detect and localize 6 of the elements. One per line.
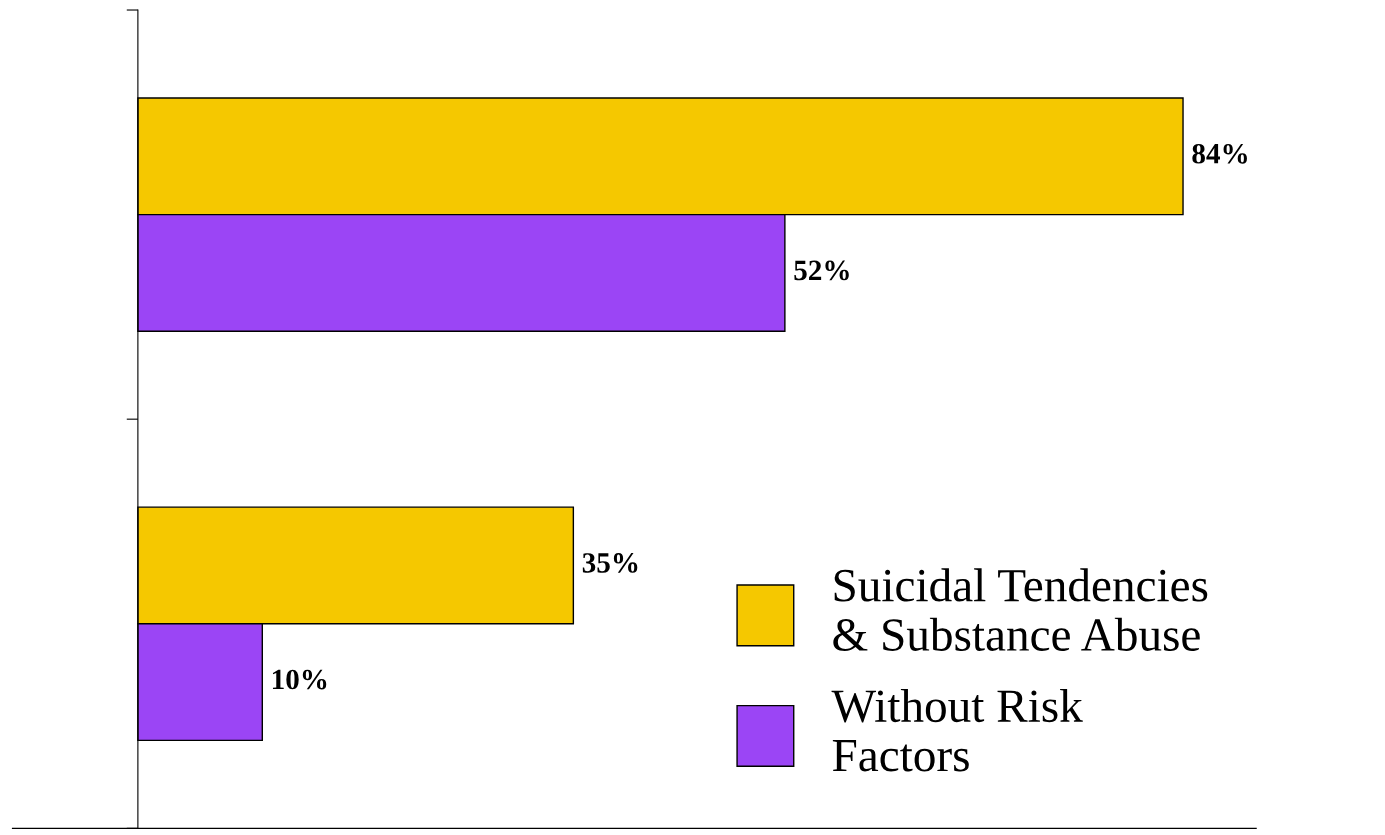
legend-label: Suicidal Tendencies & Substance Abuse — [833, 568, 1208, 651]
data-label: 84% — [1192, 143, 1247, 164]
data-label: 10% — [272, 669, 327, 690]
legend-label: Without Risk Factors — [831, 688, 1083, 772]
data-label: 52% — [794, 260, 849, 281]
data-label: 35% — [582, 553, 638, 573]
